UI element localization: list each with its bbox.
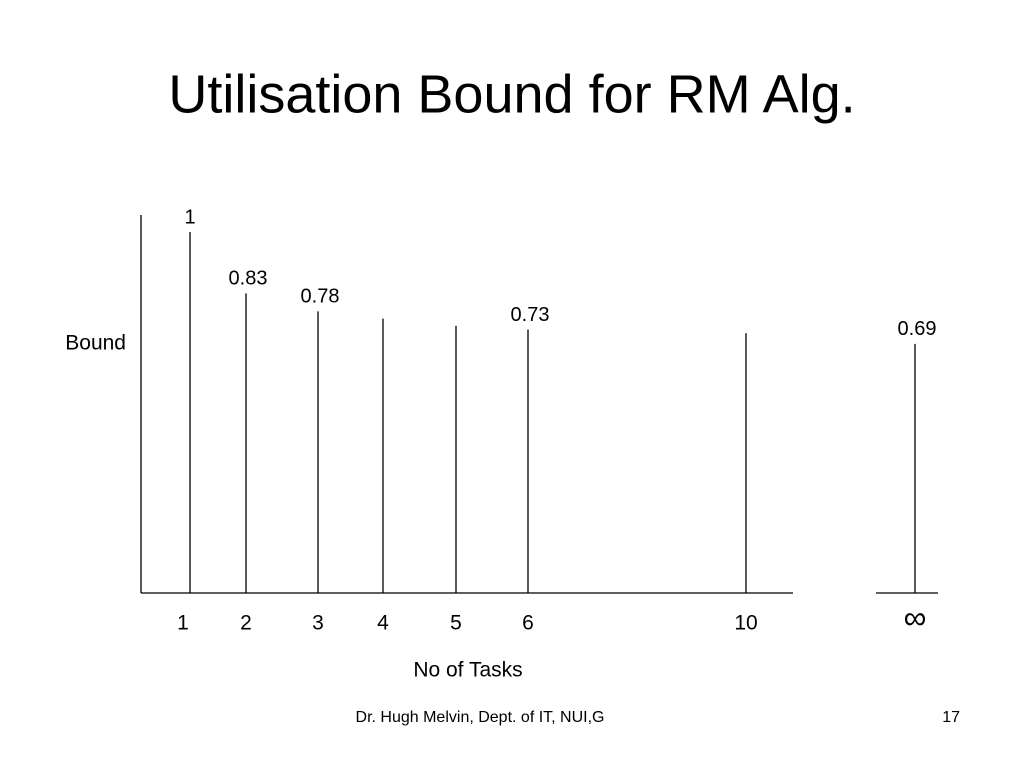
slide-title: Utilisation Bound for RM Alg. [168, 64, 855, 124]
x-tick-label: 6 [522, 612, 534, 635]
x-tick-label: 2 [240, 612, 252, 635]
value-label: 0.69 [898, 318, 937, 340]
value-label: 0.78 [301, 286, 340, 308]
y-axis-label: Bound [65, 332, 126, 355]
value-label: 0.83 [229, 268, 268, 290]
x-tick-label: 1 [177, 612, 189, 635]
x-tick-label: 10 [734, 612, 757, 635]
x-tick-label: ∞ [904, 599, 927, 635]
x-tick-label: 5 [450, 612, 462, 635]
value-label: 0.73 [511, 304, 550, 326]
value-label: 1 [184, 206, 195, 228]
page-number: 17 [942, 709, 960, 726]
x-tick-label: 3 [312, 612, 324, 635]
x-axis-label: No of Tasks [413, 659, 522, 682]
footer-text: Dr. Hugh Melvin, Dept. of IT, NUI,G [356, 709, 605, 726]
x-tick-label: 4 [377, 612, 389, 635]
